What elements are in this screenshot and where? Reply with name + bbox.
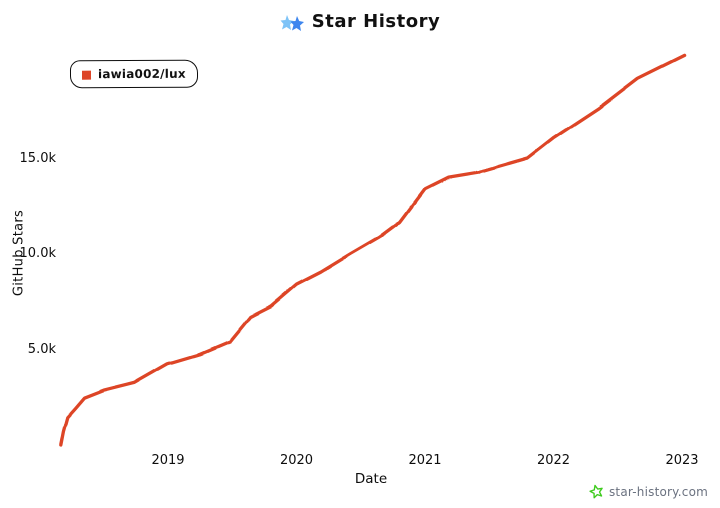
star-count-line: [59, 53, 687, 447]
star-icon: [589, 484, 603, 499]
y-tick-label: 10.0k: [19, 246, 56, 261]
x-tick-label: 2022: [536, 453, 571, 468]
x-tick-label: 2020: [279, 453, 314, 468]
watermark-text: star-history.com: [608, 484, 708, 499]
y-tick-label: 15.0k: [19, 150, 56, 166]
x-tick-label: 2023: [665, 453, 699, 468]
x-axis-title: Date: [354, 471, 388, 487]
chart-header: Star History: [0, 11, 720, 33]
legend-swatch: [81, 70, 92, 80]
legend-label: iawia002/lux: [97, 66, 186, 82]
y-axis-title: GitHub Stars: [11, 209, 27, 297]
x-tick-label: 2021: [408, 453, 442, 468]
chart-legend: iawia002/lux: [69, 59, 198, 89]
y-tick-label: 5.0k: [27, 341, 56, 357]
x-tick-label: 2019: [151, 453, 185, 468]
page-title: Star History: [311, 11, 441, 32]
star-history-logo-icon: [280, 14, 304, 31]
watermark-link[interactable]: star-history.com: [589, 484, 708, 499]
axes: [56, 45, 694, 453]
